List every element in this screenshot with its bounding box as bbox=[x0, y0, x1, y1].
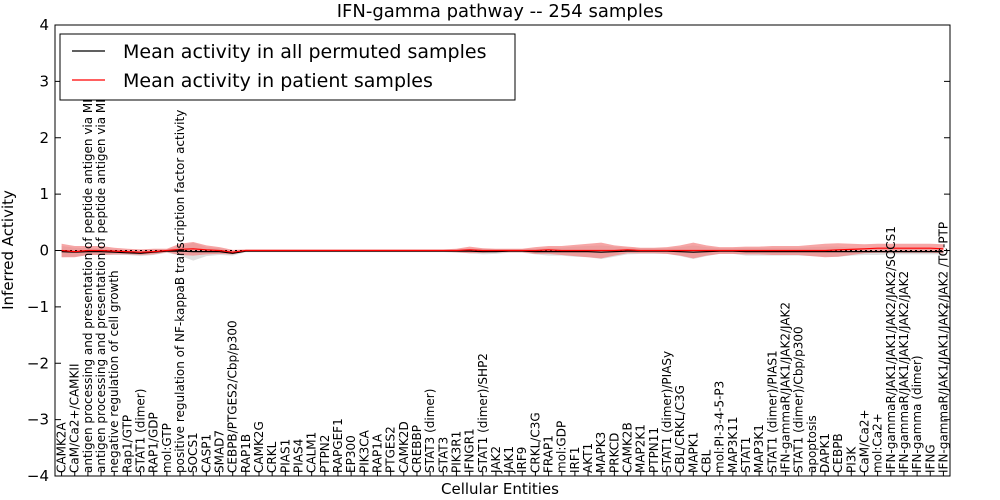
legend-label-1: Mean activity in patient samples bbox=[123, 70, 433, 92]
x-tick-label: IFNG bbox=[923, 444, 937, 473]
x-tick-label: IRF9 bbox=[515, 447, 529, 473]
x-tick-label: PIK3CA bbox=[357, 429, 371, 473]
x-tick-label: CRKL/C3G bbox=[528, 412, 542, 473]
x-tick-label: AKT1 bbox=[581, 443, 595, 473]
x-tick-label: mol:PI-3-4-5-P3 bbox=[713, 381, 727, 473]
y-tick-label: 3 bbox=[39, 72, 49, 90]
x-tick-label: STAT3 bbox=[436, 437, 450, 473]
series-line-1 bbox=[61, 247, 944, 253]
x-tick-label: antigen processing and presentation of p… bbox=[94, 41, 108, 473]
x-tick-label: IRF1 bbox=[568, 447, 582, 473]
x-tick-label: PIK3R1 bbox=[449, 431, 463, 473]
y-tick-label: −1 bbox=[27, 298, 49, 316]
x-tick-label: STAT1 (dimer)/PIASy bbox=[660, 351, 674, 473]
x-tick-label: CREBBP bbox=[410, 425, 424, 473]
x-tick-label: Rap1/GTP bbox=[120, 415, 134, 473]
x-tick-label: CAMK2B bbox=[621, 422, 635, 473]
x-tick-label: CRKL bbox=[265, 441, 279, 473]
x-tick-label: PTPN2 bbox=[318, 435, 332, 473]
series-line-0 bbox=[61, 250, 944, 254]
y-tick-label: −2 bbox=[27, 354, 49, 372]
x-tick-label: CaM/Ca2+/CAMKII bbox=[68, 364, 82, 473]
x-tick-label: RAP1A bbox=[371, 433, 385, 473]
x-axis-label: Cellular Entities bbox=[441, 480, 559, 498]
x-tick-label: antigen processing and presentation of p… bbox=[81, 44, 95, 473]
x-tick-label: PIAS1 bbox=[278, 439, 292, 473]
x-tick-label: CASP1 bbox=[199, 434, 213, 473]
x-tick-label: JAK2 bbox=[489, 446, 503, 474]
x-tick-label: JAK1 bbox=[502, 446, 516, 474]
x-tick-label: positive regulation of NF-kappaB transcr… bbox=[173, 110, 187, 473]
x-tick-label: MAP2K1 bbox=[634, 424, 648, 473]
x-tick-label: MAPK1 bbox=[686, 432, 700, 473]
x-tick-label: STAT1 bbox=[739, 437, 753, 473]
x-tick-label: CEBPB/PTGES2/Cbp/p300 bbox=[226, 320, 240, 473]
y-tick-label: 4 bbox=[39, 16, 49, 34]
x-tick-label: IFN-gammaR/JAK1/JAK2/JAK2 bbox=[779, 302, 793, 473]
y-tick-label: 2 bbox=[39, 129, 49, 147]
x-tick-label: apoptosis bbox=[805, 415, 819, 473]
x-tick-label: STAT1 (dimer)/PIAS1 bbox=[765, 350, 779, 473]
x-tick-label: CALM1 bbox=[305, 432, 319, 473]
x-tick-label: CBL bbox=[700, 449, 714, 473]
x-tick-label: PRKCD bbox=[607, 433, 621, 473]
x-tick-label: IFNGR1 bbox=[463, 428, 477, 473]
x-tick-label: mol:Ca2+ bbox=[871, 413, 885, 473]
x-tick-label: mol:GDP bbox=[555, 421, 569, 473]
x-tick-label: mol:GTP bbox=[160, 423, 174, 473]
x-tick-label: CEBPB bbox=[831, 433, 845, 473]
legend-label-0: Mean activity in all permuted samples bbox=[123, 41, 486, 63]
x-tick-label: STAT1 (dimer)/SHP2 bbox=[476, 353, 490, 473]
x-tick-label: IFN-gammaR/JAK1/JAK1/JAK2/JAK2 bbox=[897, 271, 911, 473]
x-tick-label: PTPN11 bbox=[647, 427, 661, 473]
x-tick-label: CaM/Ca2+ bbox=[857, 409, 871, 473]
x-tick-label: RAP1B bbox=[239, 434, 253, 473]
chart-title: IFN-gamma pathway -- 254 samples bbox=[337, 1, 664, 22]
x-tick-label: MAP3K1 bbox=[752, 424, 766, 473]
x-tick-label: negative regulation of cell growth bbox=[107, 270, 121, 473]
x-tick-label: CAMK2D bbox=[397, 421, 411, 473]
x-tick-label: IFN-gammaR/JAK1/JAK1/JAK2/JAK2 /TC-PTP bbox=[936, 222, 950, 473]
y-tick-label: 0 bbox=[39, 242, 49, 260]
x-tick-label: RAPGEF1 bbox=[331, 418, 345, 473]
y-tick-label: 1 bbox=[39, 185, 49, 203]
x-tick-label: IFN-gamma (dimer) bbox=[910, 355, 924, 473]
x-tick-label: PTGES2 bbox=[384, 426, 398, 473]
x-tick-label: CAMK2A bbox=[55, 422, 69, 473]
y-tick-label: −4 bbox=[27, 467, 49, 485]
x-tick-label: PI3K bbox=[844, 446, 858, 473]
y-axis-label: Inferred Activity bbox=[0, 190, 17, 310]
y-tick-label: −3 bbox=[27, 411, 49, 429]
x-tick-label: CBL/CRKL/C3G bbox=[673, 385, 687, 473]
x-tick-label: CAMK2G bbox=[252, 421, 266, 473]
x-tick-label: MAP3K11 bbox=[726, 416, 740, 473]
x-tick-label: STAT3 (dimer) bbox=[423, 389, 437, 473]
x-tick-label: SMAD7 bbox=[213, 430, 227, 473]
x-tick-label: MAPK3 bbox=[594, 432, 608, 473]
x-tick-label: RAP1/GDP bbox=[147, 412, 161, 473]
x-tick-label: DAPK1 bbox=[818, 433, 832, 473]
x-tick-label: PIAS4 bbox=[292, 439, 306, 473]
x-tick-label: FRAP1 bbox=[542, 435, 556, 473]
x-tick-label: EP300 bbox=[344, 435, 358, 473]
legend-box bbox=[59, 33, 516, 101]
x-tick-label: SOCS1 bbox=[186, 432, 200, 473]
x-tick-label: STAT1 (dimer)/Cbp/p300 bbox=[792, 326, 806, 473]
x-tick-label: STAT1 (dimer) bbox=[134, 389, 148, 473]
x-tick-label: IFN-gammaR/JAK1/JAK1/JAK2/JAK2/SOCS1 bbox=[884, 226, 898, 473]
